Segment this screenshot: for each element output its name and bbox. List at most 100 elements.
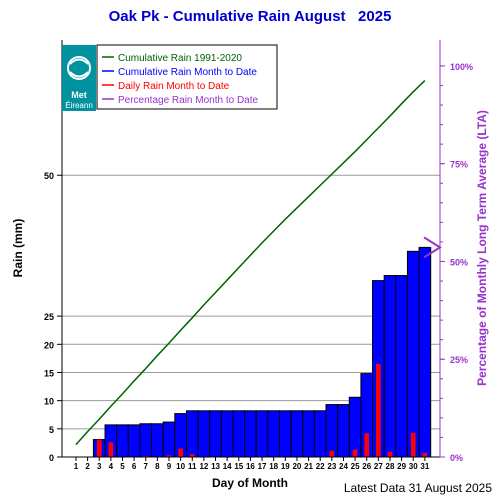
cumulative-bar [337,404,350,458]
daily-bar [189,454,195,457]
cumulative-bar [290,410,304,458]
y2-axis-title: Percentage of Monthly Long Term Average … [475,110,489,386]
daily-bar [364,433,370,457]
x-tick-label: 30 [409,462,418,471]
legend-label: Percentage Rain Month to Date [118,95,259,106]
daily-bar [178,448,183,457]
x-tick-label: 20 [292,462,301,471]
x-tick-label: 28 [386,462,395,471]
daily-bar [96,439,102,457]
daily-bar [166,455,172,457]
x-tick-label: 10 [176,462,185,471]
cumulative-bar [313,410,327,458]
latest-data-note: Latest Data 31 August 2025 [343,481,492,495]
x-tick-label: 2 [85,462,90,471]
x-tick-label: 1 [74,462,79,471]
cumulative-bar [151,423,164,458]
x-tick-label: 7 [144,462,149,471]
daily-bar [143,455,149,457]
cumulative-bar [383,275,397,458]
x-tick-label: 6 [132,462,137,471]
daily-bar [376,364,381,457]
cumulative-bar [418,246,432,458]
cumulative-bar [348,396,362,458]
y-tick-label: 0 [49,453,54,463]
x-tick-label: 31 [420,462,429,471]
x-tick-label: 19 [281,462,290,471]
logo-text-met: Met [71,90,87,100]
cumulative-bar [209,410,222,458]
daily-bar [108,442,114,457]
y2-tick-label: 25% [450,355,468,365]
cumulative-bar [185,410,199,458]
x-tick-label: 24 [339,462,348,471]
cumulative-bar [406,250,420,458]
x-tick-label: 22 [316,462,325,471]
cumulative-bar [139,423,153,458]
y2-axis-labels: 0% 25% 50% 75% 100% [450,62,473,463]
lta-line [75,80,426,446]
y2-tick-label: 100% [450,62,473,72]
y-tick-label: 50 [44,171,54,181]
y-tick-label: 20 [44,340,54,350]
y2-tick-label: 0% [450,453,463,463]
cumulative-bar [162,421,176,458]
y-tick-label: 5 [49,425,54,435]
cumulative-bar [232,410,246,458]
cumulative-bar [267,410,280,458]
x-tick-label: 23 [327,462,336,471]
cumulative-bar [278,410,292,458]
x-tick-label: 29 [397,462,406,471]
x-axis-labels: 1 2 3 4 5 6 7 8 9 10 11 12 13 14 15 16 17 18 19 20 21 22 23 24 2… [74,462,430,471]
cumulative-bar [395,275,408,458]
y-axis-labels: 0 5 10 15 20 25 50 [44,171,54,463]
cumulative-bar [197,410,211,458]
x-tick-label: 25 [351,462,360,471]
x-tick-label: 3 [97,462,102,471]
x-tick-label: 13 [211,462,220,471]
x-tick-label: 4 [109,462,114,471]
x-tick-label: 11 [188,462,197,471]
daily-bar [422,453,428,457]
x-tick-label: 27 [374,462,383,471]
logo-swirl-icon [67,56,91,80]
chart-title: Oak Pk - Cumulative Rain August 2025 [108,8,392,25]
y2-tick-label: 50% [450,257,468,267]
x-tick-label: 8 [155,462,160,471]
x-tick-label: 18 [269,462,278,471]
y-tick-label: 15 [44,368,54,378]
x-tick-label: 17 [258,462,267,471]
x-tick-label: 14 [223,462,232,471]
legend-label: Daily Rain Month to Date [118,81,230,92]
x-tick-label: 9 [167,462,172,471]
logo-wave-icon [69,58,89,78]
logo-text-eireann: Éireann [65,101,93,110]
y-axis-title: Rain (mm) [11,219,25,278]
legend-label: Cumulative Rain 1991-2020 [118,53,242,64]
daily-bar [387,451,393,457]
daily-bar [352,449,358,457]
cumulative-bar [244,410,257,458]
legend-label: Cumulative Rain Month to Date [118,67,257,78]
y-tick-label: 25 [44,312,54,322]
cumulative-bar [302,410,315,458]
cumulative-bar [255,410,269,458]
x-axis-title: Day of Month [212,476,288,490]
cumulative-bar [325,404,339,458]
met-eireann-logo: Met Éireann [62,45,96,111]
cumulative-bar [116,424,129,458]
x-tick-label: 21 [304,462,313,471]
x-tick-label: 26 [362,462,371,471]
x-tick-label: 16 [246,462,255,471]
y2-tick-label: 75% [450,160,468,170]
x-tick-label: 15 [234,462,243,471]
y-tick-label: 10 [44,397,54,407]
legend-box [96,44,278,110]
x-tick-label: 12 [199,462,208,471]
cumulative-bar [220,410,234,458]
bar-layer [92,246,432,458]
x-tick-label: 5 [120,462,125,471]
cumulative-bar [127,424,141,458]
daily-bar [329,450,335,457]
